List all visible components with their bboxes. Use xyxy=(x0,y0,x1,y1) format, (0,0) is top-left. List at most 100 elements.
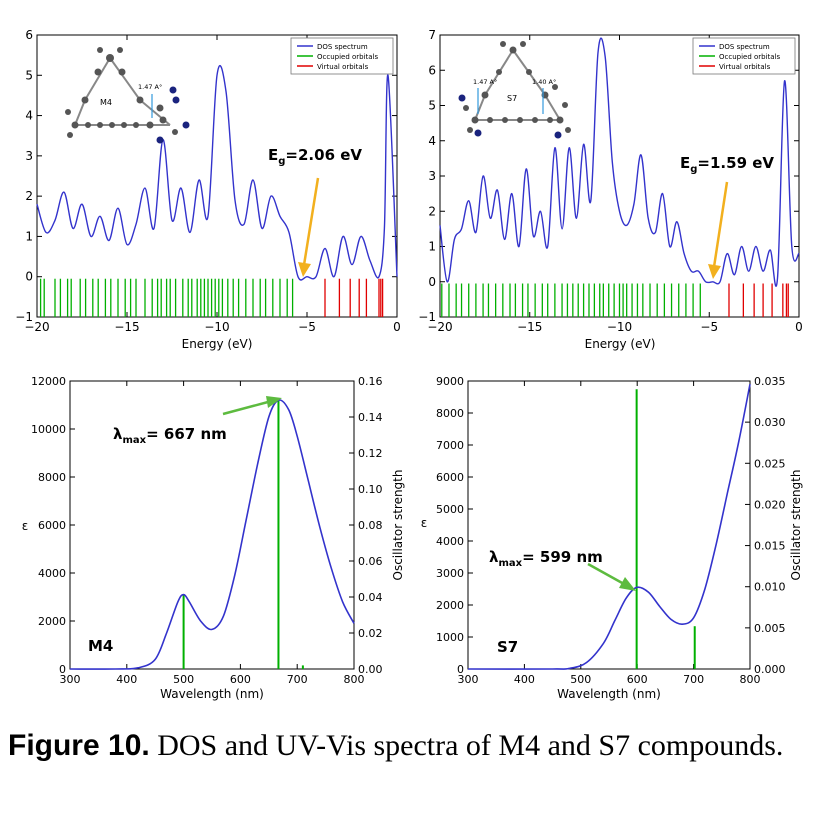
y2tick-label: 0.005 xyxy=(754,622,786,635)
y2tick-label: 0.00 xyxy=(358,663,383,676)
ytick-label: 0 xyxy=(428,275,436,289)
svg-text:λmax= 599 nm: λmax= 599 nm xyxy=(489,548,603,569)
ytick-label: 6 xyxy=(25,28,33,42)
dos-m4-gap-text: =2.06 eV xyxy=(285,146,362,164)
uv-s7-lambda-text: = 599 nm xyxy=(522,548,603,566)
ytick-label: 3000 xyxy=(436,567,464,580)
m4-molecule-label: M4 xyxy=(100,98,112,107)
ytick-label: −1 xyxy=(418,310,436,324)
ytick-label: 2 xyxy=(428,204,436,218)
xtick-label: 600 xyxy=(627,673,648,686)
ytick-label: 6000 xyxy=(38,519,66,532)
uv-m4-lambda-prefix: λ xyxy=(113,425,123,443)
uv-m4-panel: 300 400 500 600 700 8000200040006000800010000… xyxy=(22,375,405,701)
dos-s7-gap-prefix: E xyxy=(680,154,690,172)
s7-bond-label-left: 1.47 A° xyxy=(473,78,497,86)
dos-s7-frame xyxy=(439,34,800,318)
dos-m4-marks xyxy=(36,65,398,317)
ytick-label: −1 xyxy=(15,310,33,324)
dos-s7-legend-occ: Occupied orbitals xyxy=(719,53,781,61)
xtick-label: 800 xyxy=(344,673,365,686)
xtick-label: 400 xyxy=(116,673,137,686)
dos-m4-xlabel: Energy (eV) xyxy=(182,337,253,351)
xtick-label: 0 xyxy=(795,320,803,334)
ytick-label: 1 xyxy=(428,240,436,254)
y2tick-label: 0.015 xyxy=(754,540,786,553)
uv-s7-lambda-sub: max xyxy=(499,558,523,569)
ytick-label: 5 xyxy=(428,99,436,113)
uv-m4-lambda-sub: max xyxy=(123,435,147,446)
y2tick-label: 0.14 xyxy=(358,411,383,424)
y2tick-label: 0.035 xyxy=(754,375,786,388)
s7-molecule-structure: 1.47 A° 1.40 A° S7 xyxy=(458,41,571,139)
dos-s7-legend: DOS spectrum Occupied orbitals Virtual o… xyxy=(692,37,796,75)
uv-m4-lambda-text: = 667 nm xyxy=(146,425,227,443)
xtick-label: 0 xyxy=(393,320,401,334)
uv-m4-ticks: 300 400 500 600 700 8000200040006000800010000… xyxy=(31,375,383,686)
ytick-label: 8000 xyxy=(436,407,464,420)
m4-molecule-structure: 1.47 A° M4 xyxy=(65,47,190,144)
y2tick-label: 0.16 xyxy=(358,375,383,388)
dos-s7-xlabel: Energy (eV) xyxy=(585,337,656,351)
uv-s7-marks xyxy=(467,384,751,670)
xtick-label: −5 xyxy=(298,320,316,334)
dos-m4-gap-prefix: E xyxy=(268,146,278,164)
absorption-spectrum-line xyxy=(69,399,355,670)
ytick-label: 2000 xyxy=(436,599,464,612)
dos-m4-gap-sub: g xyxy=(278,156,285,167)
dos-m4-legend-virt: Virtual orbitals xyxy=(317,63,369,71)
ytick-label: 5 xyxy=(25,68,33,82)
dos-s7-gap-annotation: Eg=1.59 eV xyxy=(680,154,774,279)
uv-m4-ylabel: ε xyxy=(22,519,29,533)
absorption-spectrum-line xyxy=(467,384,751,670)
ytick-label: 12000 xyxy=(31,375,66,388)
xtick-label: 700 xyxy=(683,673,704,686)
xtick-label: −20 xyxy=(24,320,49,334)
xtick-label: −10 xyxy=(607,320,632,334)
ytick-label: 6 xyxy=(428,63,436,77)
ytick-label: 0 xyxy=(25,270,33,284)
y2tick-label: 0.12 xyxy=(358,447,383,460)
y2tick-label: 0.04 xyxy=(358,591,383,604)
uv-m4-lambda-annotation: λmax= 667 nm xyxy=(113,396,282,446)
ytick-label: 1 xyxy=(25,229,33,243)
y2tick-label: 0.025 xyxy=(754,457,786,470)
ytick-label: 3 xyxy=(428,169,436,183)
uv-m4-frame xyxy=(69,380,355,670)
caption-text: DOS and UV-Vis spectra of M4 and S7 comp… xyxy=(157,729,784,762)
dos-s7-gap-text: =1.59 eV xyxy=(697,154,774,172)
dos-m4-legend: DOS spectrum Occupied orbitals Virtual o… xyxy=(290,37,394,75)
s7-molecule-label: S7 xyxy=(507,94,517,103)
ytick-label: 4000 xyxy=(38,567,66,580)
xtick-label: 600 xyxy=(230,673,251,686)
uv-s7-lambda-prefix: λ xyxy=(489,548,499,566)
xtick-label: 800 xyxy=(740,673,761,686)
uv-m4-y2label: Oscillator strength xyxy=(391,470,405,581)
ytick-label: 2000 xyxy=(38,615,66,628)
xtick-label: 300 xyxy=(60,673,81,686)
dos-s7-legend-virt: Virtual orbitals xyxy=(719,63,771,71)
caption-label: Figure 10. xyxy=(8,729,150,762)
uv-s7-ylabel: ε xyxy=(421,516,428,530)
svg-text:Eg=2.06 eV: Eg=2.06 eV xyxy=(268,146,362,167)
uv-s7-frame xyxy=(467,380,751,670)
dos-m4-frame xyxy=(36,34,398,318)
uv-s7-y2label: Oscillator strength xyxy=(789,470,803,581)
y2tick-label: 0.10 xyxy=(358,483,383,496)
y2tick-label: 0.02 xyxy=(358,627,383,640)
xtick-label: −5 xyxy=(700,320,718,334)
xtick-label: 300 xyxy=(458,673,479,686)
uv-s7-xlabel: Wavelength (nm) xyxy=(557,687,661,701)
uv-m4-marks xyxy=(69,399,355,670)
xtick-label: −20 xyxy=(427,320,452,334)
dos-m4-gap-annotation: Eg=2.06 eV xyxy=(268,146,362,277)
ytick-label: 4 xyxy=(428,134,436,148)
ytick-label: 0 xyxy=(59,663,66,676)
ytick-label: 0 xyxy=(457,663,464,676)
y2tick-label: 0.030 xyxy=(754,416,786,429)
